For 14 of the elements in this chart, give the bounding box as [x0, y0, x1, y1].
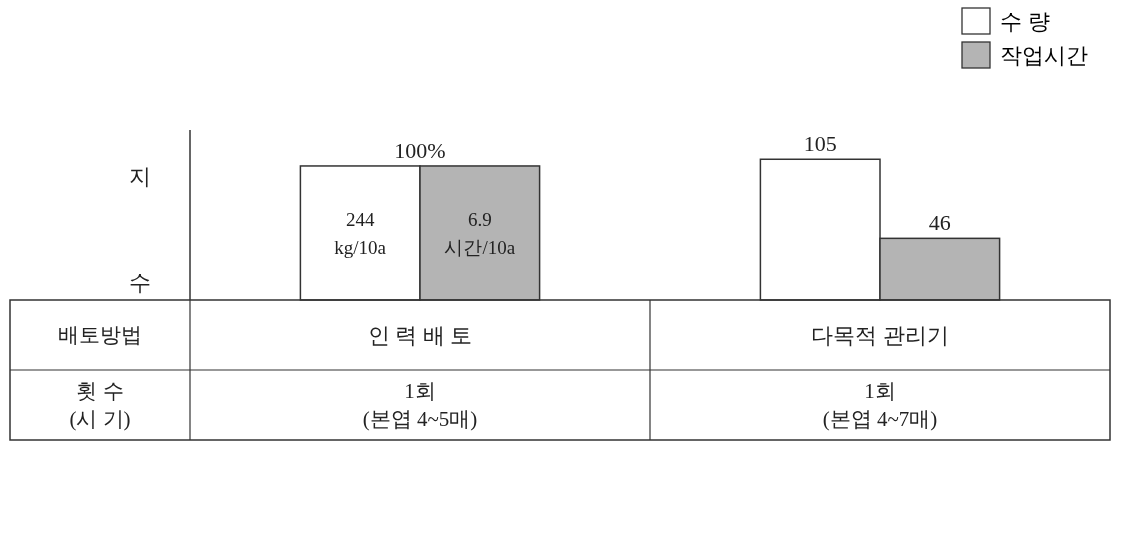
text: 1회 (본엽 4~5매)	[362, 378, 478, 432]
x-tick-label: 인 력 배 토	[367, 322, 473, 348]
legend-label: 수 량	[1000, 8, 1050, 34]
text: 횟 수 (시 기)	[69, 378, 131, 432]
annotation: 244 kg/10a	[334, 208, 387, 258]
y-axis-title: 지 수	[127, 150, 153, 310]
annotation: 100%	[394, 137, 446, 163]
data-label: 46	[928, 209, 951, 235]
legend-label: 작업시간	[1000, 42, 1088, 68]
x-tick-label: 다목적 관리기	[811, 322, 949, 348]
x-axis-title: 배토방법	[58, 323, 142, 347]
annotation: 6.9 시간/10a	[444, 208, 516, 258]
text: 1회 (본엽 4~7매)	[822, 378, 938, 432]
data-label: 105	[803, 130, 837, 156]
